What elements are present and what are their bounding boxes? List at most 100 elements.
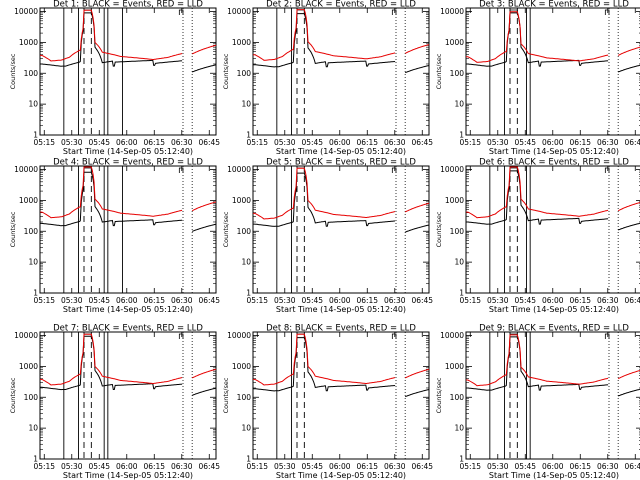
y-tick-label: 100	[450, 227, 465, 236]
y-tick-label: 1000	[19, 362, 38, 371]
series-red-line	[40, 333, 217, 386]
y-tick-label: 100	[450, 69, 465, 78]
plot-frame	[39, 165, 217, 294]
plot-frame	[465, 165, 640, 294]
x-tick-label: 06:00	[116, 296, 138, 305]
x-tick-label: 06:00	[542, 138, 564, 147]
y-tick-label: 10	[28, 424, 38, 433]
y-tick-label: 100	[237, 69, 252, 78]
y-tick-label: 10000	[14, 7, 38, 16]
series-black-line	[40, 171, 217, 232]
x-tick-label: 06:15	[356, 138, 378, 147]
x-tick-label: 06:30	[384, 296, 406, 305]
x-tick-label: 06:45	[198, 138, 220, 147]
plot-frame	[252, 7, 430, 136]
y-tick-label: 1000	[445, 362, 464, 371]
interval-bracket	[391, 9, 397, 15]
x-tick-label: 06:45	[198, 296, 220, 305]
panel-title: Det 4: BLACK = Events, RED = LLD	[53, 158, 203, 168]
interval-bracket	[604, 167, 610, 173]
y-tick-label: 10	[454, 258, 464, 267]
y-tick-label: 10	[28, 258, 38, 267]
interval-bracket	[178, 167, 184, 173]
x-tick-label: 05:30	[487, 462, 509, 471]
x-tick-label: 05:30	[61, 462, 83, 471]
x-tick-label: 06:15	[569, 138, 591, 147]
x-tick-label: 05:15	[459, 296, 481, 305]
y-tick-label: 10000	[14, 331, 38, 340]
x-tick-label: 06:00	[329, 462, 351, 471]
y-tick-label: 1	[33, 455, 38, 464]
detector-panel-1: Det 1: BLACK = Events, RED = LLD 1 10 100 10…	[9, 0, 220, 156]
y-tick-label: 1	[459, 131, 464, 140]
x-tick-label: 05:45	[88, 462, 110, 471]
series-red-line	[40, 166, 217, 219]
plot-frame	[465, 7, 640, 136]
x-tick-label: 06:15	[143, 138, 165, 147]
x-tick-label: 06:15	[356, 296, 378, 305]
x-tick-label: 06:45	[411, 138, 433, 147]
y-tick-label: 10000	[440, 331, 464, 340]
x-tick-label: 05:30	[61, 138, 83, 147]
x-tick-label: 05:45	[514, 462, 536, 471]
y-tick-label: 100	[237, 227, 252, 236]
series-black-line	[253, 172, 430, 233]
x-tick-label: 05:30	[61, 296, 83, 305]
x-tick-label: 06:00	[542, 296, 564, 305]
y-tick-label: 10000	[440, 7, 464, 16]
x-axis-label: Start Time (14-Sep-05 05:12:40)	[276, 471, 406, 480]
y-tick-label: 10	[241, 258, 251, 267]
x-tick-label: 06:30	[384, 462, 406, 471]
interval-bracket	[296, 167, 305, 173]
y-tick-label: 1000	[445, 38, 464, 47]
y-tick-label: 10000	[227, 165, 251, 174]
x-tick-label: 06:30	[384, 138, 406, 147]
y-tick-label: 10	[241, 100, 251, 109]
y-tick-label: 10	[28, 100, 38, 109]
x-axis-label: Start Time (14-Sep-05 05:12:40)	[63, 147, 193, 156]
x-tick-label: 05:15	[459, 138, 481, 147]
x-tick-label: 06:30	[597, 138, 619, 147]
x-tick-label: 05:30	[487, 296, 509, 305]
x-tick-label: 05:45	[514, 138, 536, 147]
detector-panel-6: Det 6: BLACK = Events, RED = LLD 1 10 100 10…	[435, 158, 640, 314]
y-tick-label: 1	[246, 131, 251, 140]
x-tick-label: 06:00	[116, 462, 138, 471]
series-black-line	[466, 12, 640, 73]
x-axis-label: Start Time (14-Sep-05 05:12:40)	[63, 471, 193, 480]
detector-panel-8: Det 8: BLACK = Events, RED = LLD 1 10 100 10…	[222, 324, 433, 480]
x-tick-label: 06:30	[597, 462, 619, 471]
x-tick-label: 06:00	[542, 462, 564, 471]
y-axis-label: Counts/sec	[9, 53, 17, 89]
interval-bracket	[604, 333, 610, 339]
x-tick-label: 05:45	[301, 296, 323, 305]
plot-frame	[39, 331, 217, 460]
y-tick-label: 1	[33, 131, 38, 140]
x-tick-label: 05:45	[301, 462, 323, 471]
detector-panel-3: Det 3: BLACK = Events, RED = LLD 1 10 100 10…	[435, 0, 640, 156]
x-axis-label: Start Time (14-Sep-05 05:12:40)	[489, 147, 619, 156]
y-tick-label: 1000	[232, 196, 251, 205]
x-axis-label: Start Time (14-Sep-05 05:12:40)	[489, 305, 619, 314]
y-tick-label: 1	[459, 289, 464, 298]
y-tick-label: 1	[33, 289, 38, 298]
series-black-line	[466, 336, 640, 397]
x-tick-label: 05:30	[274, 462, 296, 471]
interval-bracket	[391, 167, 397, 173]
y-axis-label: Counts/sec	[222, 377, 230, 413]
y-tick-label: 1000	[19, 38, 38, 47]
x-tick-label: 06:00	[329, 296, 351, 305]
y-tick-label: 100	[24, 227, 39, 236]
series-red-line	[466, 334, 640, 387]
y-tick-label: 10000	[440, 165, 464, 174]
y-tick-label: 1	[246, 289, 251, 298]
interval-bracket	[391, 333, 397, 339]
y-tick-label: 100	[237, 393, 252, 402]
y-axis-label: Counts/sec	[9, 211, 17, 247]
x-tick-label: 06:30	[171, 296, 193, 305]
x-tick-label: 05:15	[246, 462, 268, 471]
x-tick-label: 05:15	[246, 138, 268, 147]
series-black-line	[253, 13, 430, 74]
y-tick-label: 1000	[232, 38, 251, 47]
x-axis-label: Start Time (14-Sep-05 05:12:40)	[276, 147, 406, 156]
